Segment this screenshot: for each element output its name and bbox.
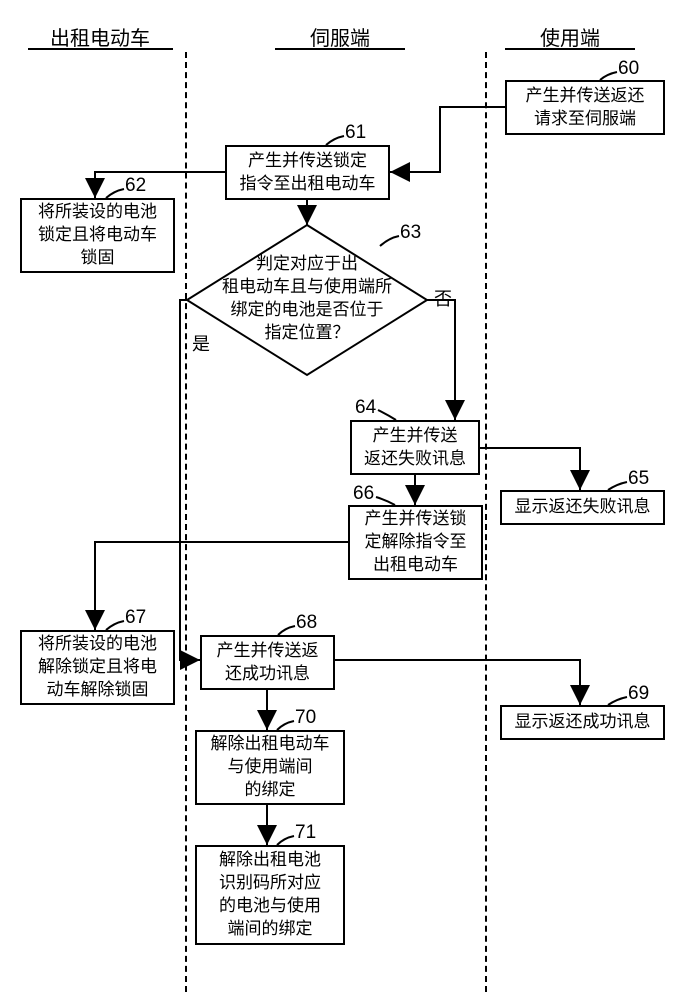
node-65: 显示返还失败讯息 bbox=[500, 490, 665, 525]
node-70: 解除出租电动车 与使用端间 的绑定 bbox=[195, 730, 345, 805]
node-65-text: 显示返还失败讯息 bbox=[515, 496, 651, 519]
label-60: 60 bbox=[618, 58, 639, 80]
lane-divider-1 bbox=[185, 52, 187, 992]
node-67-text: 将所装设的电池 解除锁定且将电 动车解除锁固 bbox=[38, 633, 157, 702]
label-63: 63 bbox=[400, 222, 421, 244]
label-62: 62 bbox=[125, 175, 146, 197]
label-65: 65 bbox=[628, 468, 649, 490]
branch-no: 否 bbox=[434, 285, 452, 311]
label-66: 66 bbox=[353, 483, 374, 505]
node-71: 解除出租电池 识别码所对应 的电池与使用 端间的绑定 bbox=[195, 845, 345, 945]
label-67: 67 bbox=[125, 607, 146, 629]
label-61: 61 bbox=[345, 122, 366, 144]
node-71-text: 解除出租电池 识别码所对应 的电池与使用 端间的绑定 bbox=[219, 849, 321, 941]
swimlane-header-server: 伺服端 bbox=[300, 22, 380, 51]
node-62: 将所装设的电池 锁定且将电动车 锁固 bbox=[20, 198, 175, 273]
label-68: 68 bbox=[296, 612, 317, 634]
lane-divider-2 bbox=[485, 52, 487, 992]
node-64: 产生并传送 返还失败讯息 bbox=[350, 420, 480, 475]
label-69: 69 bbox=[628, 683, 649, 705]
node-69-text: 显示返还成功讯息 bbox=[515, 711, 651, 734]
node-62-text: 将所装设的电池 锁定且将电动车 锁固 bbox=[38, 201, 157, 270]
swimlane-underline-server bbox=[275, 48, 405, 50]
swimlane-underline-vehicle bbox=[28, 48, 173, 50]
label-64: 64 bbox=[355, 397, 376, 419]
node-61-text: 产生并传送锁定 指令至出租电动车 bbox=[240, 150, 376, 196]
node-64-text: 产生并传送 返还失败讯息 bbox=[364, 425, 466, 471]
swimlane-underline-client bbox=[505, 48, 635, 50]
node-69: 显示返还成功讯息 bbox=[500, 705, 665, 740]
node-68: 产生并传送返 还成功讯息 bbox=[200, 635, 335, 690]
label-70: 70 bbox=[295, 707, 316, 729]
swimlane-header-vehicle: 出租电动车 bbox=[40, 22, 160, 51]
node-66-text: 产生并传送锁 定解除指令至 出租电动车 bbox=[365, 508, 467, 577]
node-60: 产生并传送返还 请求至伺服端 bbox=[505, 80, 665, 135]
label-71: 71 bbox=[295, 822, 316, 844]
node-66: 产生并传送锁 定解除指令至 出租电动车 bbox=[348, 505, 483, 580]
node-61: 产生并传送锁定 指令至出租电动车 bbox=[225, 145, 390, 200]
node-67: 将所装设的电池 解除锁定且将电 动车解除锁固 bbox=[20, 630, 175, 705]
swimlane-header-client: 使用端 bbox=[530, 22, 610, 51]
node-60-text: 产生并传送返还 请求至伺服端 bbox=[526, 85, 645, 131]
node-68-text: 产生并传送返 还成功讯息 bbox=[217, 640, 319, 686]
branch-yes: 是 bbox=[192, 330, 210, 356]
node-63-text: 判定对应于出 租电动车且与使用端所 绑定的电池是否位于 指定位置？ bbox=[222, 253, 392, 345]
node-70-text: 解除出租电动车 与使用端间 的绑定 bbox=[211, 733, 330, 802]
